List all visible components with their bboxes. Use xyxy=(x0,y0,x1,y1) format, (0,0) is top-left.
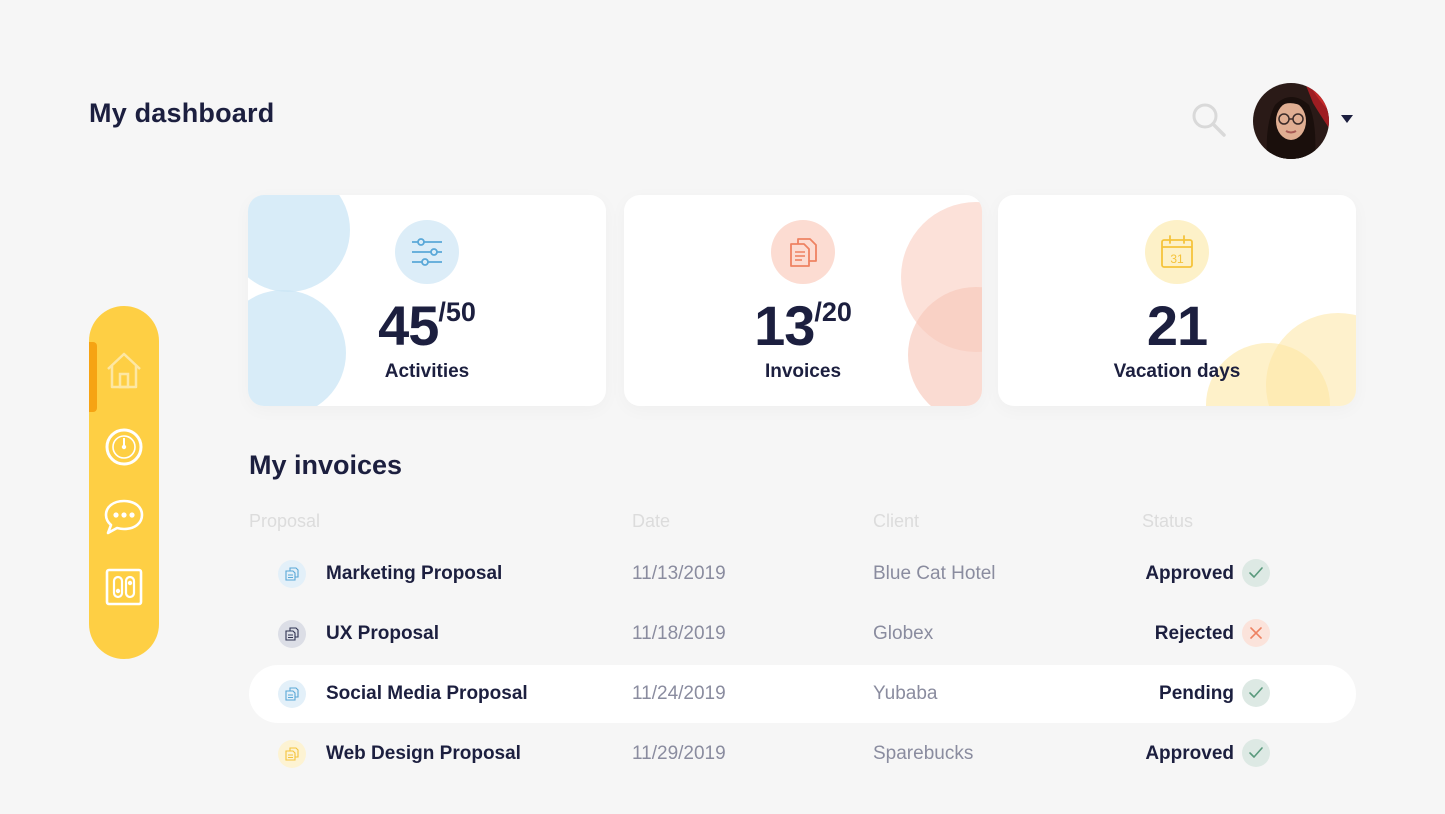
activities-icon-badge xyxy=(395,220,459,284)
proposal-name: Web Design Proposal xyxy=(326,743,521,764)
vacation-value: 21 xyxy=(998,293,1356,358)
proposal-date: 11/18/2019 xyxy=(632,623,726,644)
card-decoration xyxy=(901,202,982,406)
proposal-client: Sparebucks xyxy=(873,743,974,764)
close-icon xyxy=(1250,627,1262,639)
account-menu-button[interactable] xyxy=(1338,110,1356,128)
status-badge xyxy=(1242,559,1270,587)
check-icon xyxy=(1249,747,1263,758)
caret-down-icon xyxy=(1341,115,1353,123)
proposal-client: Blue Cat Hotel xyxy=(873,563,996,584)
check-icon xyxy=(1249,687,1263,698)
status-badge xyxy=(1242,619,1270,647)
stat-card-activities[interactable]: 45/50 Activities xyxy=(248,195,606,406)
check-icon xyxy=(1249,567,1263,578)
sidebar-item-messages[interactable] xyxy=(89,489,159,545)
user-avatar[interactable] xyxy=(1253,83,1329,159)
invoices-icon-badge xyxy=(771,220,835,284)
clock-icon xyxy=(105,428,143,466)
proposal-status: Rejected xyxy=(1154,623,1234,644)
search-icon xyxy=(1192,103,1226,137)
document-icon xyxy=(285,567,299,581)
column-header-status[interactable]: Status xyxy=(1142,511,1194,531)
sidebar-item-settings[interactable] xyxy=(89,559,159,615)
table-row[interactable]: Web Design Proposal 11/29/2019 Sparebuck… xyxy=(249,725,1356,783)
document-icon-badge xyxy=(278,740,306,768)
proposal-client: Globex xyxy=(873,623,934,644)
column-header-date[interactable]: Date xyxy=(632,511,671,531)
vacation-label: Vacation days xyxy=(1113,361,1241,382)
stat-card-vacation[interactable]: 31 21 Vacation days xyxy=(998,195,1356,406)
document-icon xyxy=(285,627,299,641)
sidebar-item-timer[interactable] xyxy=(89,419,159,475)
proposal-status: Approved xyxy=(1145,563,1234,584)
chat-bubble-icon xyxy=(104,499,144,535)
proposal-date: 11/29/2019 xyxy=(632,743,726,764)
document-icon-badge xyxy=(278,560,306,588)
document-icon xyxy=(285,747,299,761)
search-button[interactable] xyxy=(1189,100,1229,140)
activities-count: 45 xyxy=(378,294,439,357)
invoices-label: Invoices xyxy=(764,361,842,382)
proposal-date: 11/24/2019 xyxy=(632,683,726,704)
home-icon xyxy=(107,352,141,389)
proposal-name: UX Proposal xyxy=(326,623,439,644)
activities-total: /50 xyxy=(438,297,476,327)
invoices-count: 13 xyxy=(754,294,815,357)
invoices-value: 13/20 xyxy=(624,293,982,358)
calendar-icon: 31 xyxy=(1161,235,1193,268)
activities-value: 45/50 xyxy=(248,293,606,358)
card-decoration xyxy=(248,195,350,406)
document-icon-badge xyxy=(278,620,306,648)
vacation-icon-badge: 31 xyxy=(1145,220,1209,284)
proposal-date: 11/13/2019 xyxy=(632,563,726,584)
activities-label: Activities xyxy=(384,361,470,382)
proposal-client: Yubaba xyxy=(873,683,938,704)
status-badge xyxy=(1242,679,1270,707)
invoices-section-title: My invoices xyxy=(249,450,403,480)
proposal-status: Pending xyxy=(1159,683,1234,704)
table-row[interactable]: Marketing Proposal 11/13/2019 Blue Cat H… xyxy=(249,545,1356,603)
documents-icon xyxy=(790,238,817,267)
page-title: My dashboard xyxy=(89,98,275,128)
calendar-day-number: 31 xyxy=(1170,252,1184,266)
sidebar-nav xyxy=(89,306,159,659)
proposal-name: Social Media Proposal xyxy=(326,683,528,704)
status-badge xyxy=(1242,739,1270,767)
table-row-selected[interactable]: Social Media Proposal 11/24/2019 Yubaba … xyxy=(249,665,1356,723)
column-header-client[interactable]: Client xyxy=(873,511,920,531)
proposal-name: Marketing Proposal xyxy=(326,563,503,584)
table-row[interactable]: UX Proposal 11/18/2019 Globex Rejected xyxy=(249,605,1356,663)
sliders-icon xyxy=(412,238,442,266)
sidebar-item-home[interactable] xyxy=(89,342,159,412)
stat-card-invoices[interactable]: 13/20 Invoices xyxy=(624,195,982,406)
column-header-proposal[interactable]: Proposal xyxy=(249,511,321,531)
toggle-panel-icon xyxy=(105,568,143,606)
document-icon xyxy=(285,687,299,701)
vacation-count: 21 xyxy=(1146,294,1208,357)
card-decoration xyxy=(1206,313,1356,406)
invoices-total: /20 xyxy=(814,297,852,327)
document-icon-badge xyxy=(278,680,306,708)
proposal-status: Approved xyxy=(1145,743,1234,764)
